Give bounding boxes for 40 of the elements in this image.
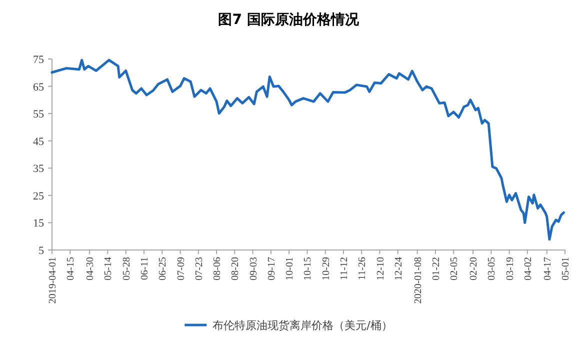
x-tick-label: 09-17 [266, 257, 278, 280]
y-tick-label: 75 [33, 54, 44, 66]
x-tick-label: 2020-01-08 [412, 257, 424, 304]
x-tick-label: 06-25 [158, 257, 169, 280]
x-tick-label: 03-19 [504, 257, 516, 280]
x-tick-label: 02-05 [449, 257, 460, 280]
y-tick-label: 55 [33, 108, 44, 121]
legend-label: 布伦特原油现货离岸价格（美元/桶） [212, 319, 392, 332]
x-tick-label: 04-30 [85, 257, 96, 280]
chart-title: 图7 国际原油价格情况 [218, 12, 360, 28]
x-tick-label: 03-05 [486, 257, 498, 280]
x-tick-label: 10-29 [320, 257, 332, 280]
x-tick-label: 08-20 [230, 257, 242, 280]
y-tick-label: 35 [33, 163, 44, 176]
y-tick-label: 15 [33, 218, 44, 230]
y-tick-label: 25 [33, 190, 44, 202]
x-tick-label: 07-09 [176, 257, 187, 280]
y-tick-label: 45 [33, 136, 44, 148]
x-tick-label: 06-11 [139, 257, 150, 280]
x-tick-label: 04-15 [66, 257, 77, 280]
line-series [50, 58, 565, 241]
x-tick-label: 11-26 [357, 257, 368, 280]
x-tick-label: 12-24 [393, 257, 404, 280]
x-tick-label: 04-02 [522, 257, 534, 280]
x-tick-label: 04-17 [542, 257, 554, 280]
x-tick-label: 07-23 [194, 257, 205, 280]
x-tick-label: 02-20 [468, 257, 480, 280]
y-tick-label: 65 [33, 81, 44, 94]
x-tick-label: 09-03 [248, 257, 260, 280]
x-tick-label: 12-10 [375, 257, 386, 280]
x-tick-label: 05-14 [103, 257, 114, 280]
x-tick-label: 10-15 [302, 257, 314, 280]
x-tick-label: 10-01 [284, 257, 296, 280]
x-tick-label: 2019-04-01 [48, 257, 58, 304]
y-tick-label: 5 [38, 245, 44, 257]
x-tick-label: 05-28 [121, 257, 132, 280]
x-tick-label: 08-06 [212, 257, 224, 280]
x-tick-label: 05-01 [560, 257, 572, 280]
x-tick-label: 01-22 [430, 257, 442, 280]
x-tick-label: 11-12 [338, 257, 350, 280]
